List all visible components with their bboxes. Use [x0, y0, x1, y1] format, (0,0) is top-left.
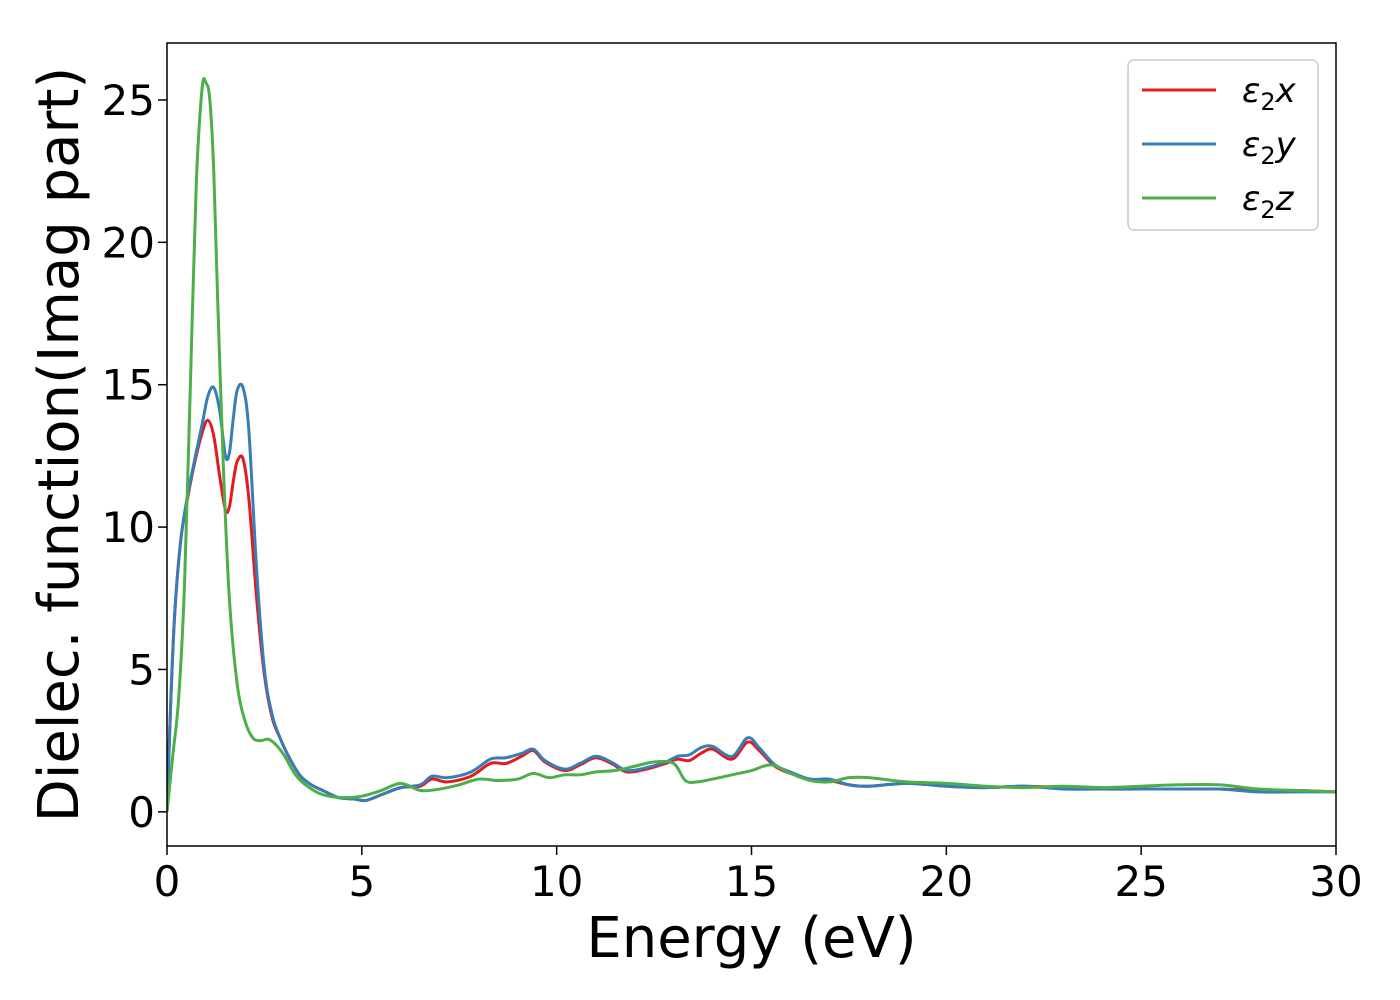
legend: ε2x ε2y ε2z: [1127, 59, 1319, 231]
y-axis-label: Dielec. function(Imag part): [27, 67, 92, 823]
x-tick-label: 25: [1114, 857, 1167, 906]
x-tick-label: 5: [348, 857, 375, 906]
series-line-z: [167, 77, 1336, 812]
legend-label-z: ε2z: [1242, 179, 1295, 224]
legend-label-x: ε2x: [1242, 71, 1297, 116]
x-tick-label: 0: [154, 857, 181, 906]
series-line-y: [167, 382, 1336, 812]
x-tick-label: 15: [725, 857, 778, 906]
y-tick-label: 20: [102, 218, 155, 267]
x-tick-label: 30: [1309, 857, 1362, 906]
x-axis-label: Energy (eV): [586, 906, 916, 971]
y-tick-label: 5: [128, 645, 155, 694]
x-axis-ticks: 0 5 10 15 20 25 30: [154, 846, 1363, 906]
y-axis-ticks: 0 5 10 15 20 25: [102, 76, 167, 837]
y-tick-label: 10: [102, 503, 155, 552]
y-tick-label: 25: [102, 76, 155, 125]
y-tick-label: 15: [102, 361, 155, 410]
y-tick-label: 0: [128, 788, 155, 837]
series-layer: [167, 77, 1336, 812]
legend-box: [1127, 59, 1319, 231]
x-tick-label: 10: [530, 857, 583, 906]
x-tick-label: 20: [920, 857, 973, 906]
legend-label-y: ε2y: [1242, 125, 1297, 170]
